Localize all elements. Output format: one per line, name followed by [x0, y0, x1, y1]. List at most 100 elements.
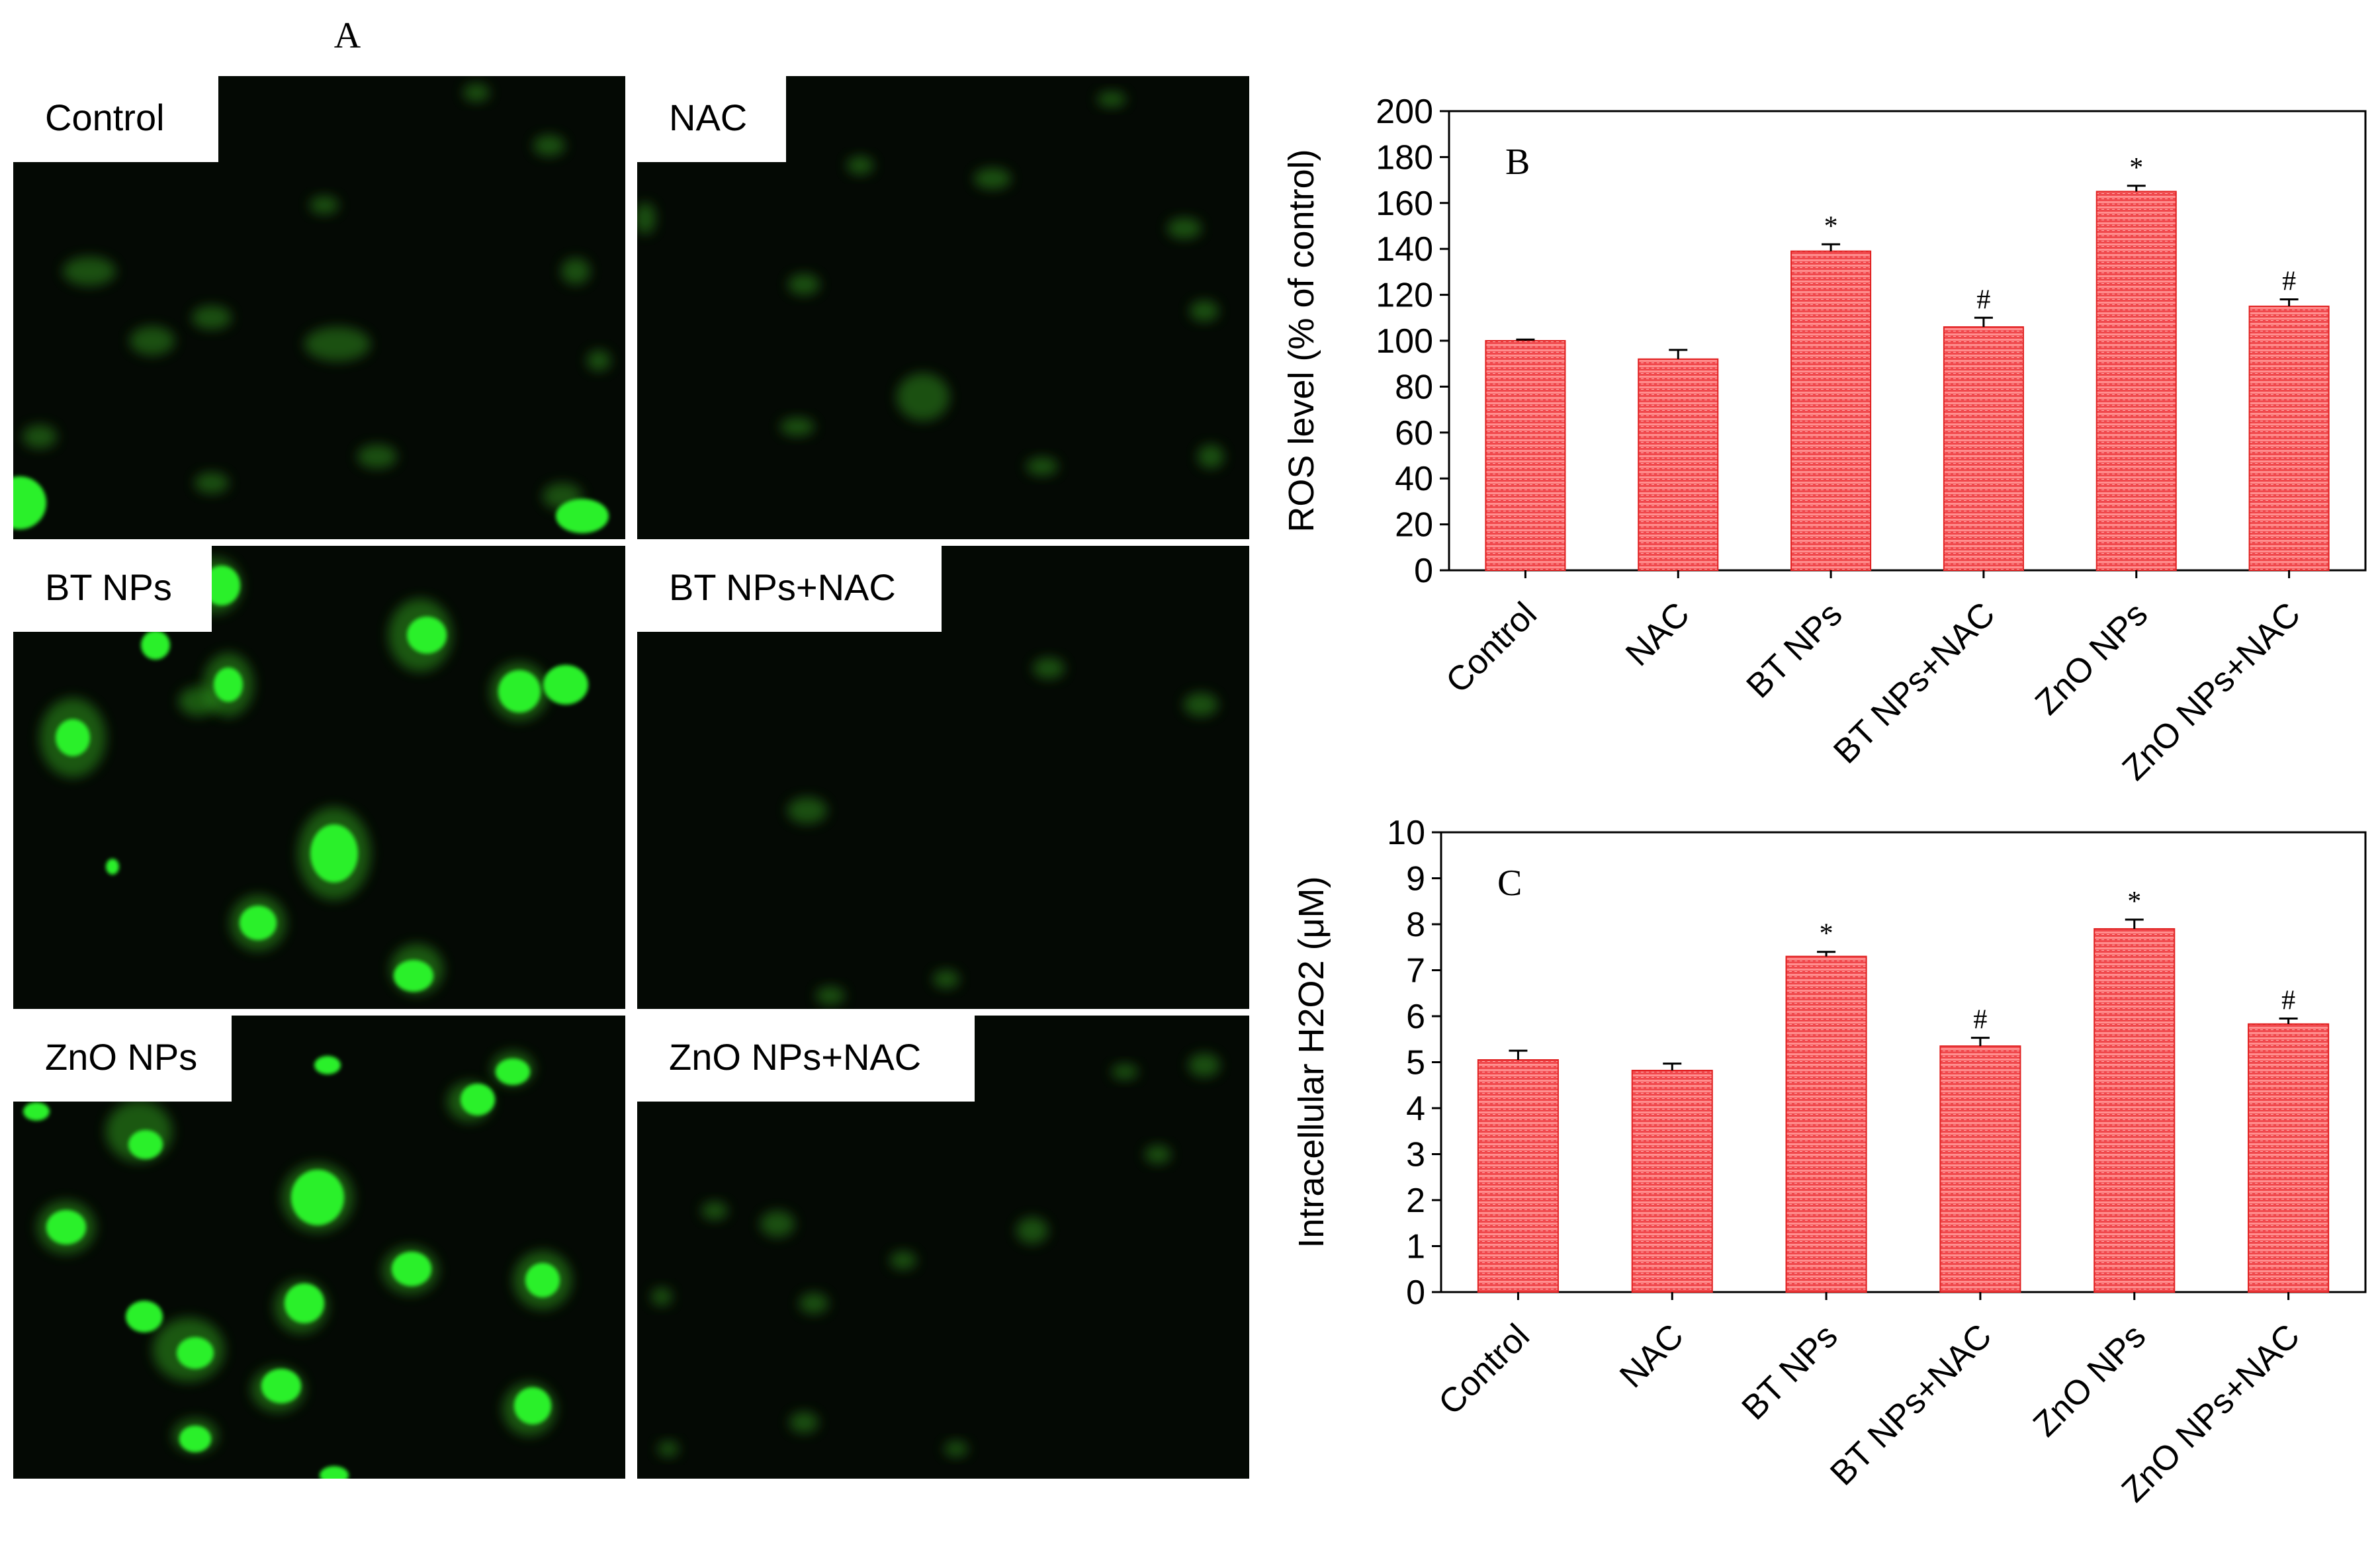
x-tick-label: NAC: [1618, 595, 1697, 673]
significance-mark: #: [2282, 267, 2296, 297]
cell-glow: [637, 202, 656, 234]
bar-nac: [1638, 358, 1719, 571]
cell-glow: [195, 472, 229, 494]
cell-glow: [1097, 91, 1126, 107]
y-tick-label: 6: [1406, 998, 1425, 1036]
cell-glow: [463, 83, 490, 102]
cell-bright: [314, 1056, 341, 1074]
plot-frame: [1440, 831, 2367, 1293]
cell-glow: [1033, 658, 1065, 679]
cell-glow: [787, 797, 827, 824]
cell-glow: [1112, 1064, 1138, 1080]
significance-mark: *: [1820, 919, 1833, 949]
cell-bright: [498, 670, 541, 713]
bar-bt-nps-nac: [1939, 1045, 2021, 1293]
y-tick-label: 60: [1395, 414, 1433, 453]
cell-bright: [392, 1252, 431, 1286]
cell-bright: [214, 668, 243, 702]
cell-glow: [651, 1287, 672, 1306]
cell-glow: [933, 970, 959, 988]
panel-letter: C: [1497, 863, 1522, 904]
y-tick-label: 120: [1376, 277, 1433, 315]
x-tick-label: NAC: [1612, 1317, 1691, 1395]
y-tick-label: 3: [1406, 1136, 1425, 1174]
cell-bright: [141, 630, 170, 660]
cell-glow: [63, 257, 116, 286]
chart-h2o2: 0 1 2 3 4 5 6 7 8 9 10 Intracellular H2O2 (μM) C Cont…: [1292, 814, 2367, 1510]
bar-nac: [1631, 1070, 1713, 1293]
cell-glow: [658, 1441, 679, 1457]
y-tick-label: 8: [1406, 906, 1425, 944]
cell-bright: [514, 1387, 551, 1424]
cell-glow: [1016, 1217, 1048, 1244]
micrograph-grid: Control NAC BT NPs BT NPs+NAC ZnO NPs ZnO NPs…: [13, 76, 1249, 1479]
significance-mark: *: [2127, 887, 2141, 917]
y-tick-label: 9: [1406, 860, 1425, 898]
cell-glow: [760, 1211, 795, 1237]
micrograph-label-box: [13, 546, 212, 632]
cell-glow: [1190, 300, 1219, 322]
cell-bright: [126, 1301, 163, 1332]
significance-mark: *: [2129, 153, 2143, 183]
cell-glow: [587, 350, 611, 371]
y-tick-label: 7: [1406, 952, 1425, 990]
cell-glow: [890, 1251, 916, 1270]
y-tick-label: 10: [1387, 814, 1425, 852]
cell-glow: [561, 258, 590, 284]
y-tick-label: 20: [1395, 506, 1433, 544]
bar-zno-nps: [2094, 928, 2176, 1293]
cell-bright: [203, 566, 240, 605]
y-tick-label: 40: [1395, 460, 1433, 498]
micrograph-label: BT NPs: [45, 566, 172, 608]
panel-a-micrographs: A Control NAC BT NPs BT NPs+NAC ZnO NPs ZnO N…: [13, 15, 1249, 1479]
micrograph-label: NAC: [669, 97, 747, 138]
cell-bright: [496, 1059, 530, 1085]
cell-glow: [780, 417, 815, 436]
x-tick-label: BT NPs+NAC: [1823, 1317, 1999, 1493]
chart-ros-level: 0 20 40 60 80 100 120 140 160 180 200 ROS level (% …: [1282, 93, 2367, 788]
cell-glow: [179, 687, 218, 716]
cell-glow: [304, 327, 371, 361]
cell-bright: [394, 960, 433, 992]
cell-glow: [701, 1201, 728, 1220]
micrograph-label-box: [637, 1016, 975, 1102]
y-tick-label: 0: [1414, 552, 1433, 590]
cell-bright: [13, 476, 46, 529]
cell-glow: [1167, 218, 1202, 239]
cell-glow: [789, 1412, 818, 1433]
cell-bright: [556, 499, 609, 533]
cell-glow: [944, 1441, 968, 1457]
cell-glow: [897, 373, 949, 421]
micrograph-label: ZnO NPs: [45, 1036, 197, 1078]
micrograph-nac: NAC: [637, 76, 1249, 539]
cell-bright: [543, 665, 588, 705]
cell-glow: [533, 135, 565, 156]
micrograph-label: Control: [45, 97, 165, 138]
cell-bright: [285, 1283, 324, 1323]
cell-glow: [1188, 1053, 1220, 1077]
y-axis-label: ROS level (% of control): [1282, 149, 1321, 532]
x-tick-label: BT NPs+NAC: [1826, 595, 2002, 771]
cell-glow: [847, 156, 873, 175]
significance-mark: *: [1824, 211, 1838, 241]
bar-control: [1485, 340, 1566, 571]
cell-bright: [310, 824, 358, 883]
y-tick-label: 4: [1406, 1090, 1425, 1128]
y-tick-label: 200: [1376, 93, 1433, 131]
cell-bright: [240, 906, 277, 940]
bar-bt-nps: [1785, 955, 1867, 1293]
cell-bright: [407, 617, 447, 654]
y-tick-label: 80: [1395, 368, 1433, 406]
panel-a-letter: A: [334, 15, 361, 56]
cell-glow: [799, 1293, 828, 1314]
micrograph-bt-nps: BT NPs: [13, 546, 625, 1009]
x-tick-label: BT NPs: [1740, 595, 1850, 705]
micrograph-label-box: [637, 546, 942, 632]
cell-glow: [1026, 457, 1058, 476]
bar-zno-nps: [2095, 191, 2177, 571]
cell-glow: [22, 425, 57, 449]
bar-control: [1477, 1059, 1559, 1293]
bar-bt-nps-nac: [1943, 326, 2024, 571]
micrograph-label-box: [13, 1016, 232, 1102]
cell-bright: [320, 1466, 349, 1479]
